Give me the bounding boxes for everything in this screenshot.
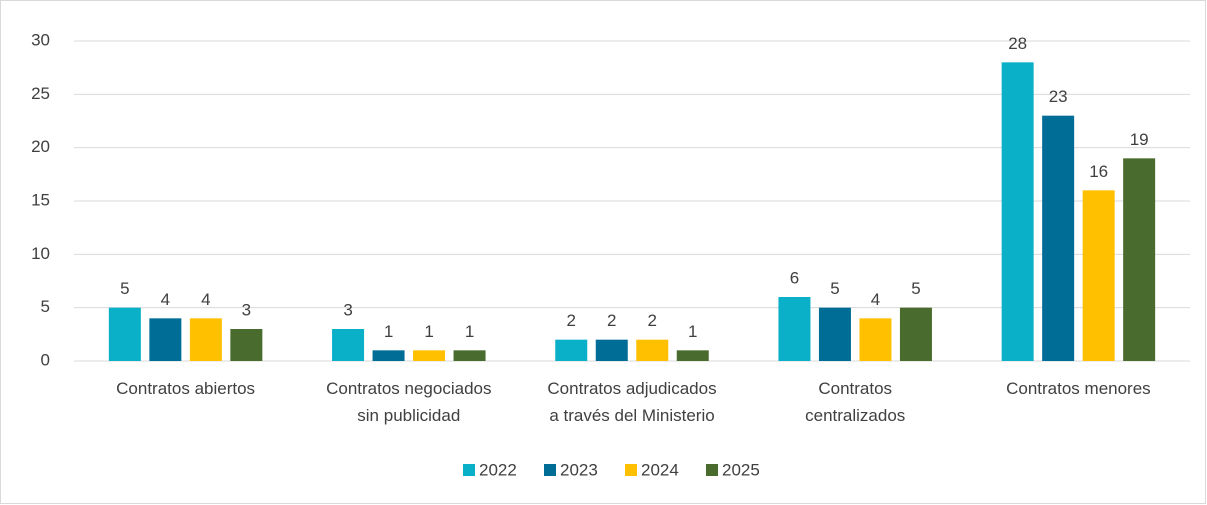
data-label: 5 — [911, 279, 920, 298]
bar — [1123, 158, 1156, 361]
bar — [189, 318, 222, 361]
legend-label: 2024 — [641, 460, 679, 479]
data-label: 5 — [830, 279, 839, 298]
bar — [555, 339, 588, 361]
legend-swatch — [544, 464, 556, 476]
y-tick-label: 5 — [41, 297, 50, 316]
x-tick-label: Contratos adjudicados a través del Minist… — [547, 379, 716, 425]
data-label: 23 — [1049, 87, 1068, 106]
data-label: 3 — [242, 300, 251, 319]
bar — [1042, 115, 1075, 362]
legend-swatch — [706, 464, 718, 476]
legend-swatch — [625, 464, 637, 476]
bar — [453, 350, 486, 361]
x-tick-label: Contratos centralizados — [805, 379, 905, 425]
data-label: 1 — [424, 322, 433, 341]
y-tick-label: 20 — [31, 137, 50, 156]
data-label: 1 — [688, 322, 697, 341]
bar — [108, 307, 141, 361]
bar — [1082, 190, 1115, 361]
y-tick-label: 0 — [41, 350, 50, 369]
x-tick-label: Contratos menores — [1006, 379, 1151, 398]
data-label: 4 — [871, 290, 880, 309]
legend-label: 2022 — [479, 460, 517, 479]
bar — [676, 350, 709, 361]
y-tick-label: 25 — [31, 84, 50, 103]
bar — [413, 350, 446, 361]
y-tick-label: 10 — [31, 244, 50, 263]
data-label: 2 — [567, 311, 576, 330]
legend-swatch — [463, 464, 475, 476]
data-label: 19 — [1130, 130, 1149, 149]
bar — [332, 329, 365, 361]
data-label: 6 — [790, 268, 799, 287]
data-label: 1 — [465, 322, 474, 341]
legend-label: 2023 — [560, 460, 598, 479]
data-label: 4 — [201, 290, 210, 309]
x-tick-label: Contratos negociados sin publicidad — [326, 379, 491, 425]
y-tick-label: 15 — [31, 190, 50, 209]
data-label: 28 — [1008, 34, 1027, 53]
data-label: 2 — [648, 311, 657, 330]
x-tick-label: Contratos abiertos — [116, 379, 255, 398]
legend-label: 2025 — [722, 460, 760, 479]
data-label: 5 — [120, 279, 129, 298]
data-label: 1 — [384, 322, 393, 341]
bar — [230, 329, 263, 361]
bar — [636, 339, 669, 361]
bar — [372, 350, 405, 361]
bar — [859, 318, 892, 361]
data-label: 2 — [607, 311, 616, 330]
bar — [778, 297, 811, 361]
data-label: 16 — [1089, 162, 1108, 181]
bar — [149, 318, 182, 361]
bar — [595, 339, 628, 361]
bar — [899, 307, 932, 361]
y-tick-label: 30 — [31, 30, 50, 49]
data-label: 3 — [343, 300, 352, 319]
bar — [818, 307, 851, 361]
bar — [1001, 62, 1034, 361]
data-label: 4 — [161, 290, 170, 309]
